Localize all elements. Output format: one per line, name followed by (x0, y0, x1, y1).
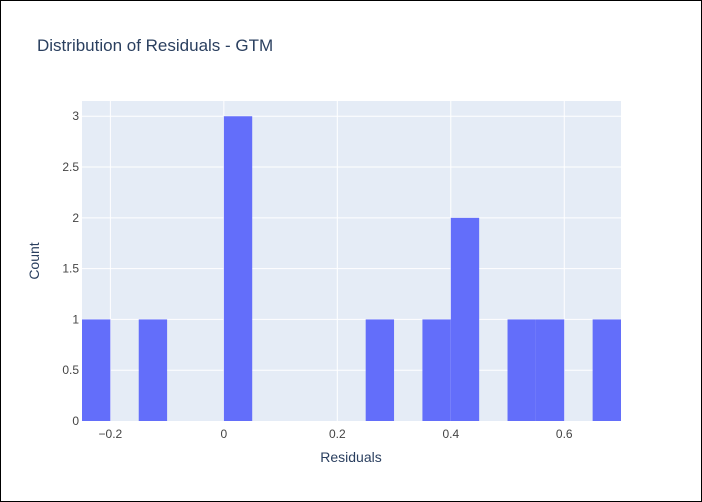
y-tick-labels: 0 0.5 1 1.5 2 2.5 3 (62, 109, 79, 428)
x-tick-label: −0.2 (99, 427, 123, 441)
x-tick-label: 0.2 (329, 427, 346, 441)
y-tick-label: 1.5 (62, 262, 79, 276)
x-tick-labels: −0.2 0 0.2 0.4 0.6 (99, 427, 573, 441)
histogram-bar (223, 116, 253, 421)
y-tick-label: 0 (72, 414, 79, 428)
histogram-bars (82, 116, 621, 421)
histogram-bar (592, 319, 621, 421)
x-axis-label: Residuals (320, 449, 382, 465)
histogram-bar (138, 319, 168, 421)
chart-title: Distribution of Residuals - GTM (37, 36, 274, 55)
x-tick-label: 0.4 (442, 427, 459, 441)
y-tick-label: 1 (72, 312, 79, 326)
y-tick-label: 3 (72, 109, 79, 123)
y-tick-label: 2.5 (62, 160, 79, 174)
histogram-bar (365, 319, 395, 421)
y-tick-label: 0.5 (62, 363, 79, 377)
histogram-bar (535, 319, 565, 421)
histogram-bar (450, 217, 480, 421)
histogram-bar (422, 319, 451, 421)
y-tick-label: 2 (72, 211, 79, 225)
histogram-bar (82, 319, 111, 421)
x-tick-label: 0 (220, 427, 227, 441)
histogram-bar (507, 319, 536, 421)
x-tick-label: 0.6 (556, 427, 573, 441)
